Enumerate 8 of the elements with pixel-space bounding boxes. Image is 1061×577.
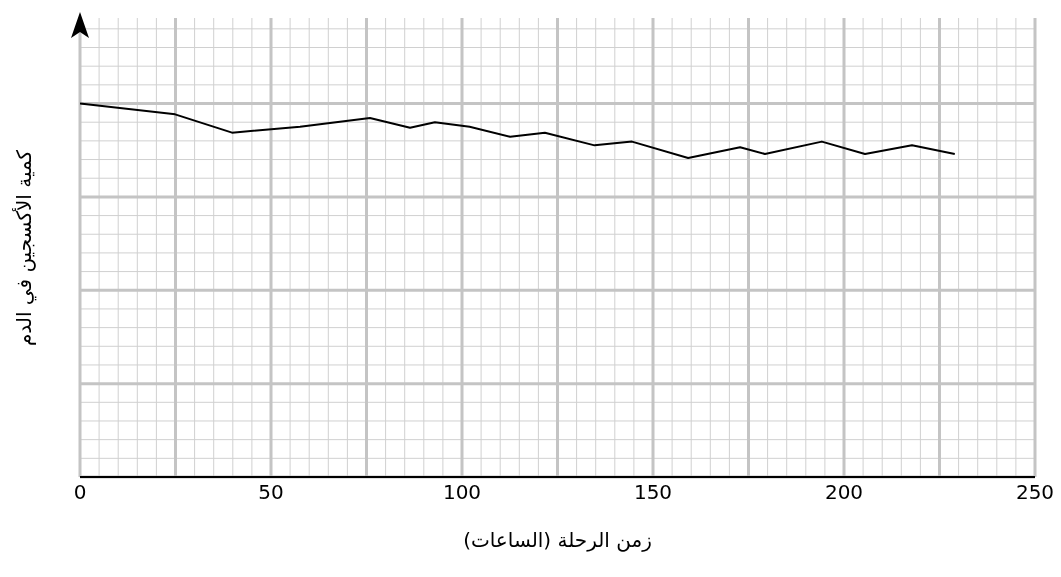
- x-tick-label: 0: [73, 480, 87, 505]
- x-tick-label: 100: [442, 480, 482, 505]
- x-tick-label: 50: [258, 480, 284, 505]
- x-tick-label: 150: [633, 480, 673, 505]
- x-axis-title: زمن الرحلة (الساعات): [463, 528, 652, 552]
- x-tick-label: 200: [824, 480, 864, 505]
- x-tick-label: 250: [1015, 480, 1055, 505]
- y-axis-title: كمية الأكسجين في الدم: [12, 149, 36, 346]
